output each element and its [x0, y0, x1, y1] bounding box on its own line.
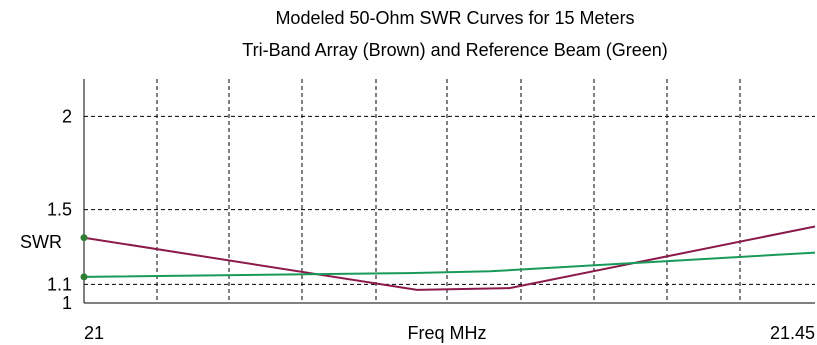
y-tick-label-2: 1.1	[47, 274, 72, 294]
y-tick-labels: 2 1.5 1.11	[47, 106, 72, 313]
y-axis-label: SWR	[20, 232, 62, 252]
y-tick-label-3: 1	[62, 293, 72, 313]
y-tick-label-0: 2	[62, 106, 72, 126]
series-line-1	[83, 251, 816, 278]
series-start-marker-0	[80, 234, 88, 242]
series-start-marker-1	[80, 273, 88, 281]
chart-title: Modeled 50-Ohm SWR Curves for 15 Meters	[275, 8, 634, 28]
series-line-0	[83, 225, 816, 291]
y-tick-label-1: 1.5	[47, 200, 72, 220]
series-layer	[80, 225, 816, 291]
x-axis-label: Freq MHz	[407, 323, 486, 343]
grid-lines	[84, 79, 815, 303]
x-tick-label-max: 21.45	[770, 323, 815, 343]
axes	[83, 79, 815, 304]
x-tick-label-min: 21	[84, 323, 104, 343]
chart-subtitle: Tri-Band Array (Brown) and Reference Bea…	[242, 40, 668, 60]
